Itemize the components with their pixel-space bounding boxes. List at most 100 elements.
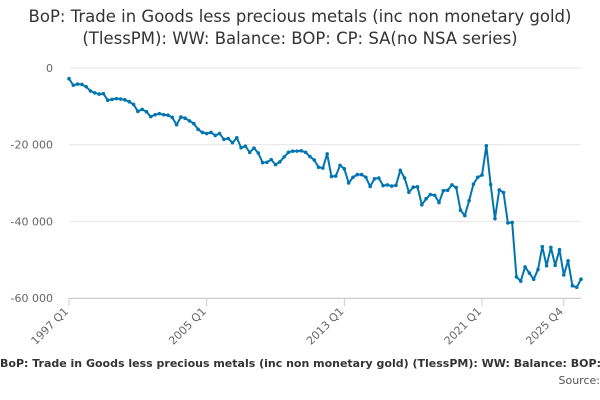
data-point [506, 221, 510, 225]
data-point [93, 91, 97, 95]
data-point [105, 98, 110, 102]
data-point [376, 176, 381, 180]
data-point [213, 133, 218, 138]
data-point [346, 181, 351, 185]
data-point [282, 155, 286, 159]
data-point [432, 193, 437, 198]
data-point [368, 184, 372, 189]
data-point [67, 76, 71, 81]
y-tick-label: 0 [46, 62, 53, 75]
x-tick-label: 1997 Q1 [29, 305, 72, 348]
data-point [140, 107, 144, 112]
data-point [385, 183, 390, 187]
data-point [471, 182, 476, 186]
data-point [230, 140, 235, 145]
data-point [381, 183, 385, 188]
y-tick-label: -60 000 [11, 292, 53, 305]
data-point [80, 82, 84, 87]
series-line [68, 78, 582, 289]
data-point [415, 185, 420, 189]
data-point [493, 216, 497, 221]
data-point [394, 183, 398, 188]
data-point [510, 220, 514, 225]
data-point [450, 183, 454, 187]
data-point [247, 150, 252, 155]
data-point [299, 149, 304, 153]
data-point [540, 244, 545, 249]
data-point [278, 160, 282, 164]
data-point [114, 96, 119, 101]
data-point [161, 112, 166, 117]
data-point [480, 173, 484, 177]
data-point [463, 213, 467, 218]
data-point [174, 122, 179, 127]
data-point [518, 279, 523, 283]
data-point [316, 165, 321, 170]
data-point [424, 196, 428, 201]
data-point [71, 83, 76, 88]
x-tick-label: 2021 Q1 [442, 305, 485, 348]
source-label: Source: [558, 374, 600, 387]
data-point [200, 130, 205, 135]
data-point [475, 175, 480, 180]
data-point [209, 130, 213, 135]
data-point [570, 283, 575, 288]
y-axis-ticks: 0 -20 000 -40 000 -60 000 [11, 62, 53, 305]
data-point [467, 198, 471, 203]
data-point [359, 172, 364, 177]
chart-title: BoP: Trade in Goods less precious metals… [28, 7, 572, 48]
data-point [118, 97, 123, 101]
data-point [183, 116, 187, 121]
data-point [303, 150, 308, 155]
data-point [402, 176, 407, 180]
data-point [389, 184, 394, 188]
data-point [458, 208, 463, 213]
data-point [144, 109, 149, 114]
data-point [196, 127, 200, 132]
series-points [67, 76, 583, 290]
data-point [308, 154, 312, 159]
x-axis-ticks: 1997 Q1 2005 Q1 2013 Q1 2021 Q1 2025 Q4 [29, 298, 566, 347]
data-point [420, 203, 424, 207]
data-point [488, 182, 493, 187]
data-point [101, 91, 106, 96]
data-point [187, 119, 192, 123]
data-point [290, 149, 295, 153]
data-point [252, 146, 256, 150]
data-point [557, 247, 562, 252]
data-point [579, 277, 583, 282]
data-point [325, 152, 329, 156]
data-point [286, 150, 291, 155]
data-point [269, 157, 274, 162]
data-point [97, 92, 101, 96]
data-point [333, 174, 338, 178]
data-point [131, 102, 136, 107]
data-point [561, 273, 566, 277]
y-tick-label: -20 000 [11, 139, 53, 152]
data-point [123, 98, 127, 102]
data-point [239, 145, 243, 150]
gridlines [69, 67, 581, 299]
data-point [531, 277, 536, 282]
data-point [445, 188, 450, 193]
data-point [364, 175, 368, 180]
data-point [398, 168, 403, 173]
data-point [127, 99, 132, 104]
data-point [226, 136, 230, 141]
data-point [148, 114, 153, 119]
data-point [501, 190, 506, 195]
data-point [484, 144, 489, 148]
series-caption: BoP: Trade in Goods less precious metals… [0, 357, 600, 370]
data-point [136, 109, 140, 114]
data-point [166, 113, 170, 117]
data-point [321, 166, 325, 170]
x-tick-label: 2025 Q4 [523, 305, 566, 348]
data-point [84, 84, 89, 89]
data-point [574, 285, 579, 290]
data-point [75, 82, 80, 86]
y-tick-label: -40 000 [11, 215, 53, 228]
data-point [351, 175, 355, 180]
data-point [549, 245, 553, 250]
data-point [428, 192, 433, 197]
